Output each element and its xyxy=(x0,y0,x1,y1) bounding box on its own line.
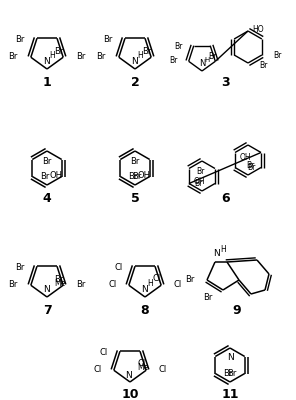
Text: Br: Br xyxy=(208,52,216,61)
Text: 6: 6 xyxy=(222,192,230,204)
Text: Br: Br xyxy=(196,166,204,176)
Text: Cl: Cl xyxy=(173,280,181,289)
Text: Br: Br xyxy=(96,52,106,61)
Text: H: H xyxy=(49,52,55,60)
Text: OH: OH xyxy=(240,153,252,162)
Text: OH: OH xyxy=(138,170,151,180)
Text: Br: Br xyxy=(130,156,140,166)
Text: HO: HO xyxy=(252,24,264,34)
Text: 5: 5 xyxy=(131,192,139,204)
Text: 11: 11 xyxy=(221,388,239,400)
Text: Me: Me xyxy=(137,364,148,372)
Text: N: N xyxy=(126,370,132,380)
Text: Cl: Cl xyxy=(109,280,117,289)
Text: Br: Br xyxy=(40,172,50,181)
Text: OH: OH xyxy=(50,170,63,180)
Text: Cl: Cl xyxy=(138,359,146,368)
Text: Br: Br xyxy=(54,47,64,56)
Text: Cl: Cl xyxy=(153,274,161,283)
Text: H: H xyxy=(137,52,143,60)
Text: Me: Me xyxy=(54,278,65,288)
Text: Br: Br xyxy=(15,35,24,44)
Text: 8: 8 xyxy=(141,304,149,316)
Text: Br: Br xyxy=(227,369,237,378)
Text: Br: Br xyxy=(259,60,267,70)
Text: N: N xyxy=(199,60,205,68)
Text: Br: Br xyxy=(76,280,86,289)
Text: N: N xyxy=(43,286,49,294)
Text: 4: 4 xyxy=(43,192,52,204)
Text: Br: Br xyxy=(103,35,112,44)
Text: Br: Br xyxy=(9,52,18,61)
Text: N: N xyxy=(227,354,233,362)
Text: Br: Br xyxy=(128,172,138,181)
Text: Br: Br xyxy=(204,294,213,302)
Text: Cl: Cl xyxy=(158,365,166,374)
Text: N: N xyxy=(214,250,221,258)
Text: Cl: Cl xyxy=(115,263,123,272)
Text: Br: Br xyxy=(246,160,254,170)
Text: Cl: Cl xyxy=(100,348,108,357)
Text: Br: Br xyxy=(186,276,195,284)
Text: Br: Br xyxy=(132,172,142,181)
Text: 1: 1 xyxy=(43,76,52,88)
Text: Br: Br xyxy=(54,275,64,284)
Text: 10: 10 xyxy=(121,388,139,400)
Text: N: N xyxy=(132,56,138,66)
Text: OH: OH xyxy=(193,176,205,186)
Text: 2: 2 xyxy=(131,76,139,88)
Text: Br: Br xyxy=(76,52,86,61)
Text: Br: Br xyxy=(42,156,52,166)
Text: 3: 3 xyxy=(221,76,229,88)
Text: Br: Br xyxy=(174,42,183,51)
Text: N: N xyxy=(44,56,50,66)
Text: H: H xyxy=(204,57,210,63)
Text: Br: Br xyxy=(169,56,178,65)
Text: Br: Br xyxy=(9,280,18,289)
Text: H: H xyxy=(147,280,153,288)
Text: Br: Br xyxy=(15,263,24,272)
Text: Br: Br xyxy=(194,179,203,188)
Text: 7: 7 xyxy=(43,304,52,316)
Text: Cl: Cl xyxy=(94,365,102,374)
Text: Br: Br xyxy=(142,47,152,56)
Text: H: H xyxy=(220,244,226,254)
Text: Br: Br xyxy=(247,163,255,172)
Text: Br: Br xyxy=(223,369,233,378)
Text: N: N xyxy=(141,284,148,294)
Text: Br: Br xyxy=(273,50,281,60)
Text: 9: 9 xyxy=(233,304,241,316)
